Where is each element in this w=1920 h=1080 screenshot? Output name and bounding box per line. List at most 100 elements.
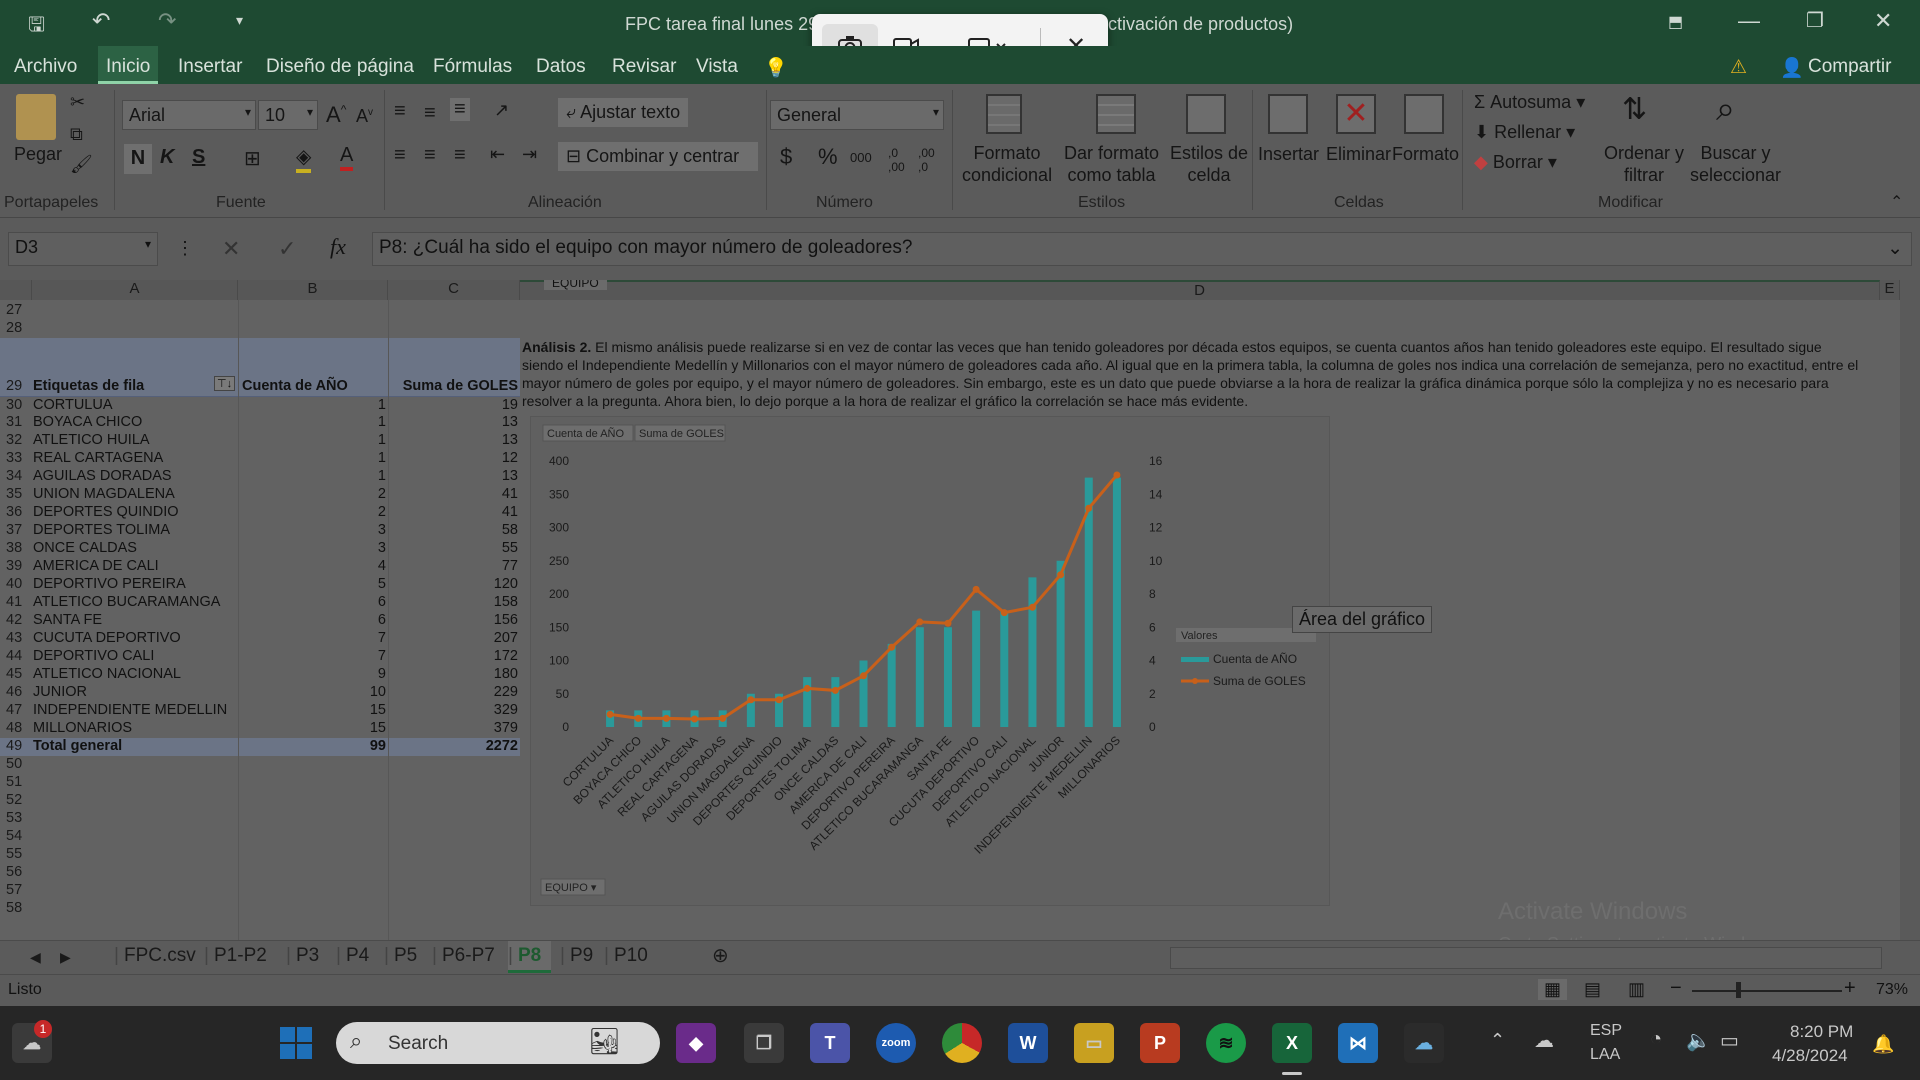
chrome-icon[interactable] <box>942 1023 982 1063</box>
decrease-indent-icon[interactable]: ⇤ <box>490 144 506 164</box>
close-icon[interactable]: ✕ <box>1874 8 1893 33</box>
delete-cells-icon[interactable]: ✕ <box>1336 94 1376 134</box>
pivot-data-row[interactable]: 40 DEPORTIVO PEREIRA 5 120 <box>0 576 520 594</box>
increase-indent-icon[interactable]: ⇥ <box>522 144 538 164</box>
align-left-icon[interactable]: ≡ <box>394 144 406 166</box>
menu-revisar[interactable]: Revisar <box>612 56 677 77</box>
search-box[interactable]: ⌕ Search 🏜 <box>336 1022 660 1064</box>
warning-icon[interactable]: ⚠ <box>1730 57 1748 78</box>
wifi-icon[interactable]: ◔ <box>1650 1028 1663 1050</box>
pivot-header-row[interactable]: 29 Etiquetas de fila ⊤↓ Cuenta de AÑO Suma d… <box>0 338 520 396</box>
pivot-data-row[interactable]: 36 DEPORTES QUINDIO 2 41 <box>0 504 520 522</box>
formula-input[interactable]: P8: ¿Cuál ha sido el equipo con mayor nú… <box>372 232 1912 266</box>
sort-filter-icon[interactable]: ⇅ <box>1622 93 1648 126</box>
share-icon[interactable]: 👤 <box>1780 58 1804 79</box>
menu-vista[interactable]: Vista <box>696 56 738 77</box>
minimize-icon[interactable]: — <box>1738 8 1760 33</box>
pivot-total-row[interactable]: 49 Total general 99 2272 <box>0 738 520 756</box>
more-icon[interactable]: ⋮ <box>176 238 194 258</box>
powerpoint-icon[interactable]: P <box>1140 1023 1180 1063</box>
cancel-entry-icon[interactable]: ✕ <box>222 236 241 261</box>
cut-icon[interactable]: ✂ <box>70 92 86 112</box>
zoom-level[interactable]: 73% <box>1876 981 1909 998</box>
clear-button[interactable]: ◆ Borrar ▾ <box>1474 152 1557 172</box>
spreadsheet-row[interactable]: 56 <box>0 864 520 882</box>
customize-qat-icon[interactable]: ▾ <box>236 12 244 28</box>
add-sheet-icon[interactable]: ⊕ <box>712 945 729 967</box>
paste-button[interactable]: Pegar <box>14 144 63 164</box>
column-header-e[interactable]: E <box>1880 280 1900 300</box>
find-select-button[interactable]: Buscar y seleccionar <box>1690 142 1781 186</box>
share-button[interactable]: Compartir <box>1808 56 1892 77</box>
insert-cells-icon[interactable] <box>1268 94 1308 134</box>
bold-button[interactable]: N <box>124 144 152 174</box>
word-icon[interactable]: W <box>1008 1023 1048 1063</box>
delete-cells-button[interactable]: Eliminar <box>1326 144 1392 164</box>
copy-icon[interactable]: ⧉ <box>70 124 83 144</box>
menu-diseno[interactable]: Diseño de página <box>266 56 414 77</box>
fill-color-icon[interactable]: ◈ <box>296 144 312 173</box>
pivot-data-row[interactable]: 47 INDEPENDIENTE MEDELLIN 15 329 <box>0 702 520 720</box>
pivot-data-row[interactable]: 48 MILLONARIOS 15 379 <box>0 720 520 738</box>
currency-icon[interactable]: $ <box>780 144 793 169</box>
collapse-ribbon-icon[interactable]: ⌃ <box>1890 194 1904 211</box>
restore-icon[interactable]: ❐ <box>1806 10 1824 32</box>
wrap-text-button[interactable]: ⤶ Ajustar texto <box>558 98 689 127</box>
merge-center-button[interactable]: ⊟ Combinar y centrar <box>558 142 758 171</box>
percent-icon[interactable]: % <box>818 144 838 169</box>
format-as-table-button[interactable]: Dar formato como tabla <box>1064 142 1159 186</box>
sheet-tab[interactable]: P4 <box>346 945 370 966</box>
spreadsheet-row[interactable]: 55 <box>0 846 520 864</box>
onedrive-app-icon[interactable]: ☁ <box>1404 1023 1444 1063</box>
pivot-data-row[interactable]: 31 BOYACA CHICO 1 13 <box>0 414 520 432</box>
font-name-select[interactable]: Arial ▾ <box>122 100 256 130</box>
clock-time[interactable]: 8:20 PM <box>1790 1022 1854 1041</box>
pivot-data-row[interactable]: 33 REAL CARTAGENA 1 12 <box>0 450 520 468</box>
table-format-icon[interactable] <box>1096 94 1136 134</box>
format-painter-icon[interactable]: 🖌 <box>70 154 93 174</box>
paste-icon[interactable] <box>16 94 56 140</box>
increase-decimal-icon[interactable]: ,0,00 <box>888 146 905 174</box>
sheet-tab[interactable]: FPC.csv <box>124 945 196 966</box>
spreadsheet-row[interactable]: 52 <box>0 792 520 810</box>
keyboard-layout-indicator[interactable]: LAA <box>1590 1046 1621 1063</box>
column-header-d[interactable]: D <box>520 280 1880 300</box>
align-bottom-icon[interactable]: ≡ <box>450 98 470 121</box>
lightbulb-icon[interactable]: 💡 <box>764 58 788 79</box>
prev-sheet-icon[interactable]: ◀ <box>30 949 41 965</box>
volume-icon[interactable]: 🔈 <box>1686 1030 1711 1052</box>
excel-icon[interactable]: X <box>1272 1023 1312 1063</box>
spreadsheet-row[interactable]: 58 <box>0 900 520 918</box>
start-icon[interactable] <box>276 1023 316 1063</box>
spreadsheet-grid[interactable]: A B C D E 27 28 29 Etiquetas de fila ⊤↓ Cuent… <box>0 280 1920 940</box>
underline-button[interactable]: S <box>192 146 206 168</box>
pivot-data-row[interactable]: 37 DEPORTES TOLIMA 3 58 <box>0 522 520 540</box>
pivot-data-row[interactable]: 38 ONCE CALDAS 3 55 <box>0 540 520 558</box>
format-cells-icon[interactable] <box>1404 94 1444 134</box>
sheet-tab-active[interactable]: P8 <box>508 941 552 973</box>
font-size-select[interactable]: 10 ▾ <box>258 100 318 130</box>
sheet-tab[interactable]: P3 <box>296 945 320 966</box>
pivot-data-row[interactable]: 45 ATLETICO NACIONAL 9 180 <box>0 666 520 684</box>
sheet-tab[interactable]: P9 <box>570 945 594 966</box>
save-icon[interactable]: 🖫 <box>28 14 46 36</box>
equipo-field-button-top[interactable]: EQUIPO <box>544 280 607 290</box>
language-indicator[interactable]: ESP <box>1590 1022 1623 1039</box>
pivot-data-row[interactable]: 30 CORTULUA 1 19 <box>0 396 520 414</box>
task-view-icon[interactable]: ❐ <box>744 1023 784 1063</box>
borders-icon[interactable]: ⊞ <box>244 148 261 170</box>
zoom-slider[interactable] <box>1692 990 1842 992</box>
onedrive-icon[interactable]: ☁ <box>1534 1030 1554 1052</box>
find-icon[interactable]: ⌕ <box>1716 90 1736 128</box>
next-sheet-icon[interactable]: ▶ <box>60 949 71 965</box>
menu-datos[interactable]: Datos <box>536 56 586 77</box>
conditional-format-button[interactable]: Formato condicional <box>962 142 1052 186</box>
thousands-icon[interactable]: 000 <box>850 150 872 165</box>
vertical-scrollbar[interactable] <box>1900 280 1920 940</box>
align-top-icon[interactable]: ≡ <box>394 100 406 122</box>
column-header-c[interactable]: C <box>388 280 520 300</box>
align-middle-icon[interactable]: ≡ <box>424 102 436 124</box>
file-explorer-icon[interactable]: ▭ <box>1074 1023 1114 1063</box>
normal-view-icon[interactable]: ▦ <box>1538 979 1568 1000</box>
cell-styles-icon[interactable] <box>1186 94 1226 134</box>
